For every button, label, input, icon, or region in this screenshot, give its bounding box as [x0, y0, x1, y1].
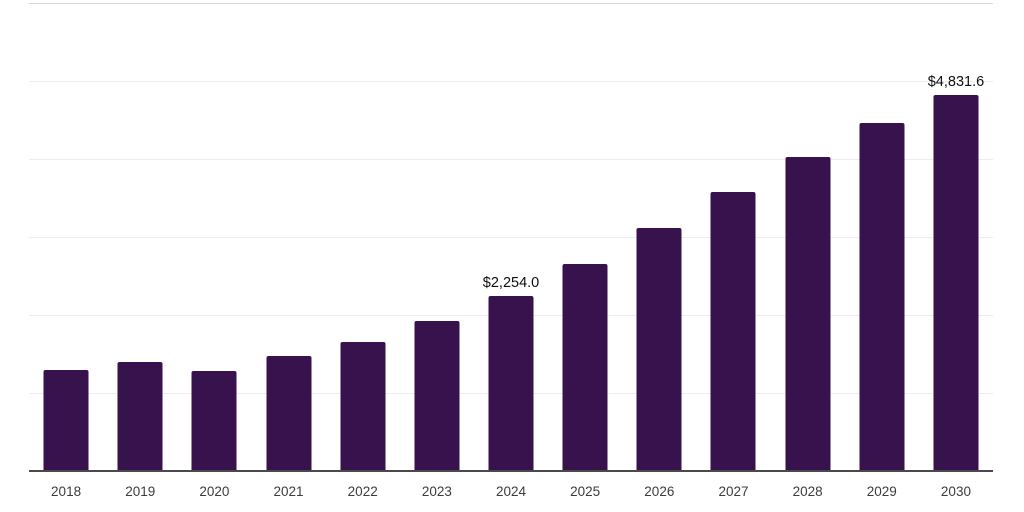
bars-row: $2,254.0 $4,831.6 — [29, 4, 993, 472]
x-tick-label-2025: 2025 — [570, 484, 601, 499]
bar-slot-2028 — [771, 4, 845, 472]
bar-2028 — [785, 157, 831, 472]
bar-2018 — [43, 369, 89, 472]
bar-2026 — [636, 227, 682, 472]
x-tick-label-2020: 2020 — [199, 484, 230, 499]
x-tick-label-2026: 2026 — [644, 484, 675, 499]
x-axis-line — [29, 470, 993, 472]
x-axis-tick-labels: 2018 2019 2020 2021 2022 2023 2024 2025 2026 2027… — [29, 483, 993, 501]
x-tick-label-2030: 2030 — [940, 484, 971, 499]
bar-slot-2024: $2,254.0 — [474, 4, 548, 472]
bar-2019 — [117, 362, 163, 472]
bar-slot-2022 — [326, 4, 400, 472]
plot-area: $2,254.0 $4,831.6 — [29, 3, 993, 472]
bar-slot-2019 — [103, 4, 177, 472]
data-label-2024: $2,254.0 — [482, 274, 540, 291]
bar-2020 — [191, 371, 237, 472]
bar-2021 — [266, 356, 312, 472]
x-tick-label-2024: 2024 — [495, 484, 527, 499]
x-tick-label-2018: 2018 — [51, 484, 82, 499]
gridline-3000 — [29, 237, 993, 238]
bar-slot-2029 — [845, 4, 919, 472]
x-tick-label-2023: 2023 — [421, 484, 452, 499]
gridline-5000 — [29, 81, 993, 82]
x-tick-label-2029: 2029 — [866, 484, 897, 499]
bar-slot-2020 — [177, 4, 251, 472]
bar-2023 — [414, 321, 460, 472]
bar-2029 — [859, 123, 905, 472]
bar-slot-2025 — [548, 4, 622, 472]
x-tick-label-2027: 2027 — [718, 484, 749, 499]
data-label-2030: $4,831.6 — [927, 73, 985, 90]
bar-2030 — [933, 95, 979, 472]
bar-slot-2030: $4,831.6 — [919, 4, 993, 472]
x-tick-label-2022: 2022 — [347, 484, 378, 499]
x-tick-label-2019: 2019 — [125, 484, 156, 499]
bar-slot-2027 — [696, 4, 770, 472]
bar-slot-2021 — [251, 4, 325, 472]
bar-2027 — [710, 191, 756, 472]
x-tick-label-2028: 2028 — [792, 484, 823, 499]
bar-2025 — [562, 263, 608, 472]
bar-slot-2023 — [400, 4, 474, 472]
bar-slot-2026 — [622, 4, 696, 472]
bar-slot-2018 — [29, 4, 103, 472]
bar-2024 — [488, 296, 534, 472]
gridline-4000 — [29, 159, 993, 160]
x-tick-label-2021: 2021 — [273, 484, 304, 499]
bar-2022 — [340, 341, 386, 472]
